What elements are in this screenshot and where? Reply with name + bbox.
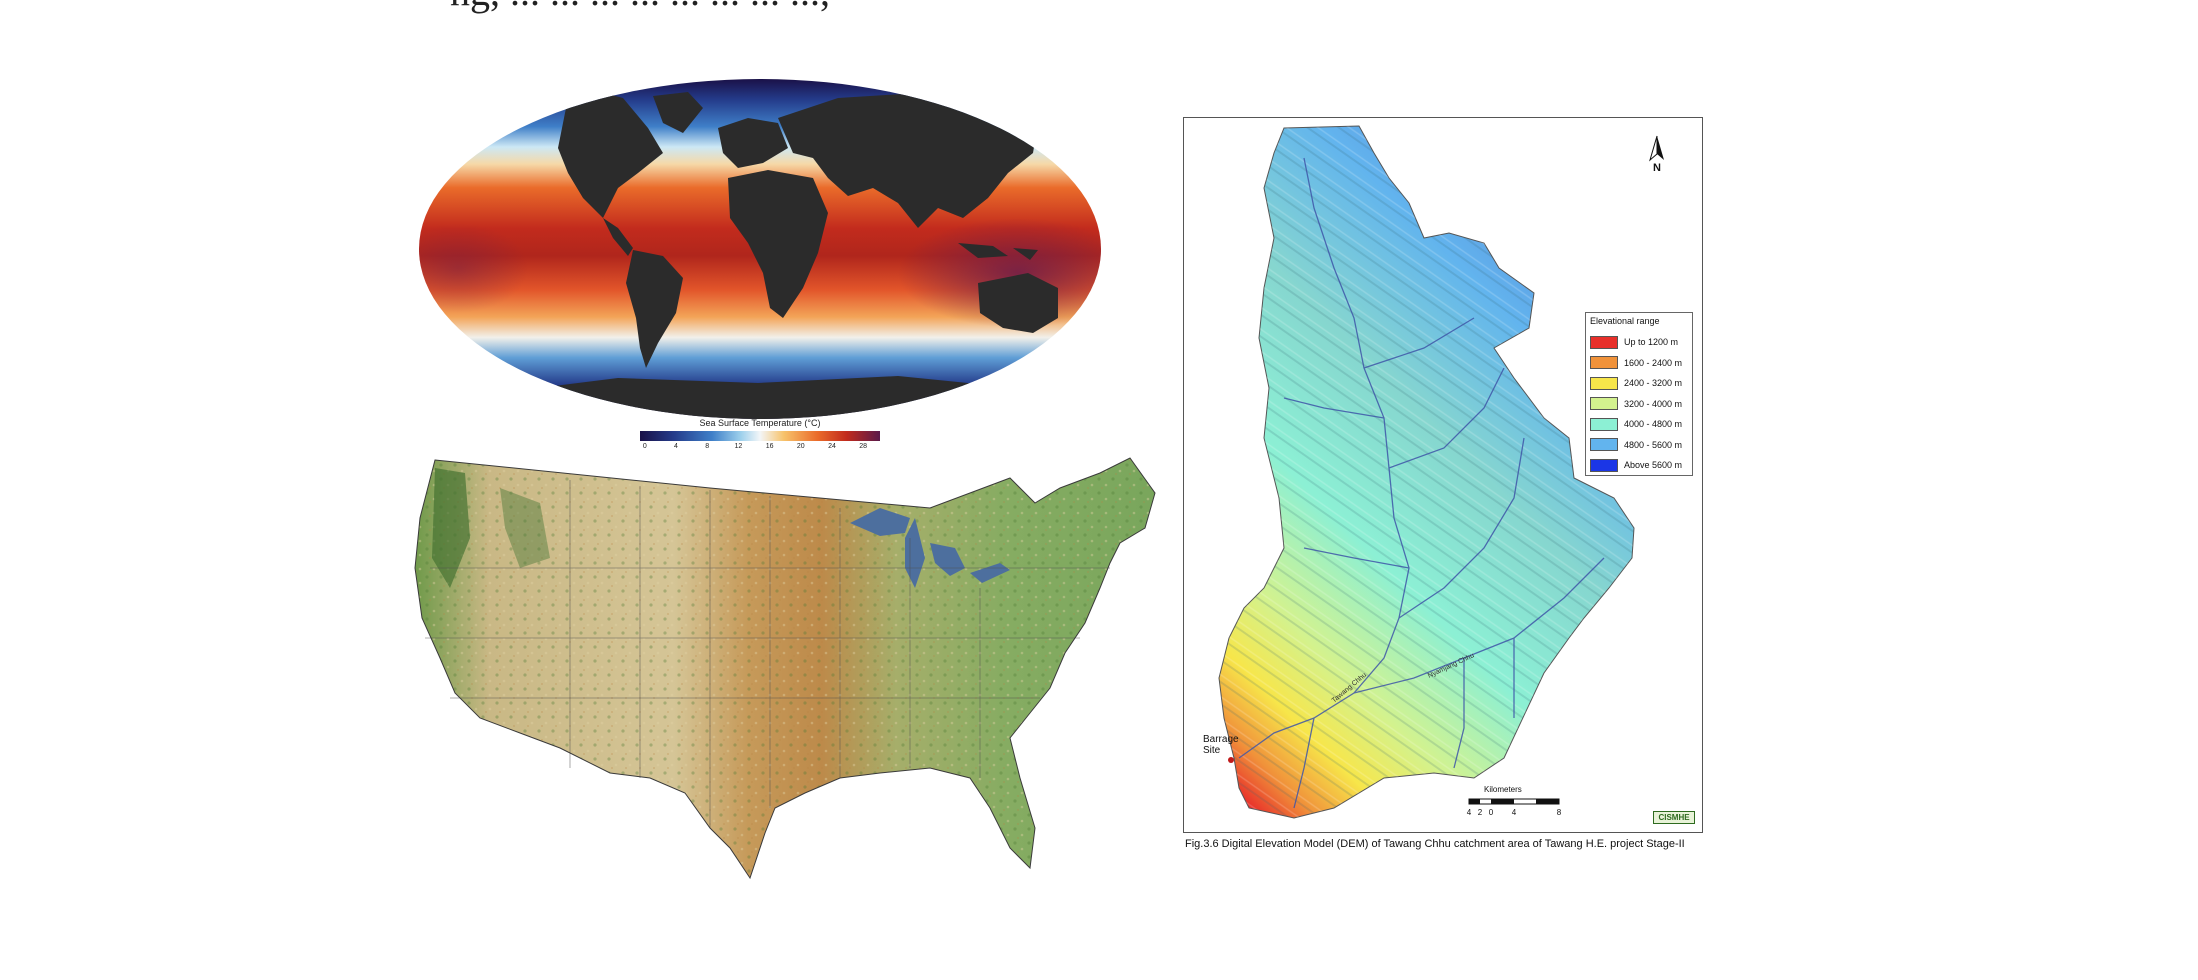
sst-tick: 8 — [705, 443, 710, 450]
legend-label: 4800 - 5600 m — [1624, 439, 1683, 450]
sst-tick: 24 — [828, 443, 836, 450]
legend-label: Above 5600 m — [1624, 460, 1683, 471]
scale-title: Kilometers — [1484, 785, 1522, 794]
sst-colorbar-ticks: 0 4 8 12 16 20 24 28 — [640, 441, 880, 451]
sst-tick: 28 — [859, 443, 868, 450]
scale-tick: 4 — [1511, 808, 1517, 817]
sst-tick: 12 — [734, 443, 743, 450]
legend-label: 3200 - 4000 m — [1624, 398, 1683, 409]
barrage-marker — [1228, 757, 1234, 763]
barrage-site-label: Barrage Site — [1203, 734, 1239, 756]
legend-item: Above 5600 m — [1590, 455, 1688, 476]
legend-swatch — [1590, 397, 1618, 411]
elevation-legend: Elevational range Up to 1200 m 1600 - 24… — [1585, 312, 1693, 476]
sst-colorbar-title: Sea Surface Temperature (°C) — [699, 418, 821, 428]
us-landcover-graphic — [414, 457, 1156, 880]
legend-item: 4800 - 5600 m — [1590, 435, 1688, 456]
scale-bar-segment — [1536, 799, 1559, 804]
cismhe-logo: CISMHE — [1653, 811, 1695, 824]
scale-tick: 0 — [1488, 808, 1494, 817]
legend-swatch — [1590, 335, 1618, 349]
scale-tick: 4 — [1466, 808, 1472, 817]
sst-tick: 16 — [765, 443, 774, 450]
north-label: N — [1653, 162, 1661, 174]
us-landcover-map — [410, 448, 1170, 918]
dem-caption: Fig.3.6 Digital Elevation Model (DEM) of… — [1185, 838, 1685, 850]
sst-tick: 20 — [796, 443, 805, 450]
legend-swatch — [1590, 417, 1618, 431]
legend-label: 4000 - 4800 m — [1624, 419, 1683, 430]
sst-map — [418, 78, 1102, 420]
legend-swatch — [1590, 376, 1618, 390]
legend-item: 1600 - 2400 m — [1590, 353, 1688, 374]
legend-label: 1600 - 2400 m — [1624, 357, 1683, 368]
scale-tick: 2 — [1477, 808, 1483, 817]
sst-colorbar: Sea Surface Temperature (°C) 0 4 8 12 16… — [640, 418, 880, 451]
scale-ticks: 4 2 0 4 8 — [1464, 808, 1574, 820]
legend-swatch — [1590, 458, 1618, 472]
north-arrow: N — [1642, 134, 1672, 178]
sst-map-graphic — [419, 79, 1101, 419]
legend-swatch — [1590, 356, 1618, 370]
legend-item: Up to 1200 m — [1590, 332, 1688, 353]
sst-tick: 0 — [642, 443, 647, 450]
dem-catchment-graphic: Tawang Chhu Nyamjang Chhu — [1218, 125, 1635, 819]
scale-bar-segment — [1469, 799, 1480, 804]
legend-label: 2400 - 3200 m — [1624, 378, 1683, 389]
top-text: ng, ... ... ... ... ... ... ... ..., — [450, 0, 830, 15]
legend-title: Elevational range — [1590, 316, 1660, 326]
scale-tick: 8 — [1556, 808, 1562, 817]
sst-tick: 4 — [674, 443, 678, 450]
legend-item: 4000 - 4800 m — [1590, 414, 1688, 435]
scale-bar-segment — [1491, 799, 1514, 804]
legend-label: Up to 1200 m — [1624, 337, 1679, 348]
legend-item: 3200 - 4000 m — [1590, 394, 1688, 415]
north-arrow-icon — [1649, 135, 1664, 162]
legend-swatch — [1590, 438, 1618, 452]
dem-figure-frame: Tawang Chhu Nyamjang Chhu N Elevational … — [1183, 117, 1703, 833]
sst-colorbar-bar — [640, 431, 880, 441]
legend-item: 2400 - 3200 m — [1590, 373, 1688, 394]
